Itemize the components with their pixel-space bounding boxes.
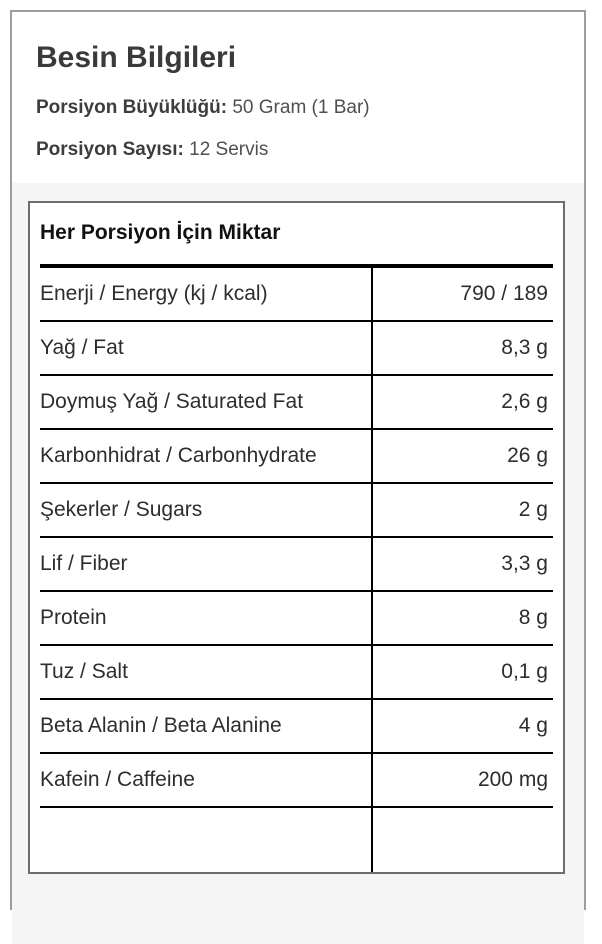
nutrient-value: 0,1 g: [371, 646, 553, 698]
table-band: Her Porsiyon İçin Miktar Enerji / Energy…: [12, 183, 584, 944]
table-row: Yağ / Fat 8,3 g: [40, 322, 553, 376]
table-row: Şekerler / Sugars 2 g: [40, 484, 553, 538]
nutrient-label: Tuz / Salt: [40, 660, 128, 683]
nutrient-value: 790 / 189: [371, 268, 553, 320]
table-row: Tuz / Salt 0,1 g: [40, 646, 553, 700]
nutrition-info-card: Besin Bilgileri Porsiyon Büyüklüğü: 50 G…: [10, 10, 586, 944]
page-title: Besin Bilgileri: [36, 41, 237, 74]
nutrient-label: Beta Alanin / Beta Alanine: [40, 714, 282, 737]
servings-label: Porsiyon Sayısı:: [36, 139, 184, 160]
nutrient-label: Şekerler / Sugars: [40, 498, 203, 521]
table-row: Enerji / Energy (kj / kcal) 790 / 189: [40, 268, 553, 322]
table-row: Kafein / Caffeine 200 mg: [40, 754, 553, 808]
table-row: Doymuş Yağ / Saturated Fat 2,6 g: [40, 376, 553, 430]
table-row: Protein 8 g: [40, 592, 553, 646]
nutrient-label: Yağ / Fat: [40, 336, 124, 359]
nutrition-table-caption: Her Porsiyon İçin Miktar: [40, 221, 281, 244]
nutrient-label: Karbonhidrat / Carbonhydrate: [40, 444, 317, 467]
nutrient-value: 26 g: [371, 430, 553, 482]
nutrient-value: 2 g: [371, 484, 553, 536]
nutrient-label: Doymuş Yağ / Saturated Fat: [40, 390, 304, 413]
nutrient-value: 4 g: [371, 700, 553, 752]
nutrient-value: [371, 808, 553, 872]
table-row: Lif / Fiber 3,3 g: [40, 538, 553, 592]
card-header: Besin Bilgileri Porsiyon Büyüklüğü: 50 G…: [12, 12, 584, 183]
nutrient-label: Enerji / Energy (kj / kcal): [40, 282, 268, 305]
table-row: Beta Alanin / Beta Alanine 4 g: [40, 700, 553, 754]
nutrition-table: Her Porsiyon İçin Miktar Enerji / Energy…: [28, 201, 565, 874]
nutrient-label: Lif / Fiber: [40, 552, 128, 575]
serving-size-label: Porsiyon Büyüklüğü:: [36, 97, 228, 118]
serving-size-line: Porsiyon Büyüklüğü: 50 Gram (1 Bar): [36, 96, 560, 120]
nutrient-label: Protein: [40, 606, 107, 629]
nutrient-value: 2,6 g: [371, 376, 553, 428]
table-row: [40, 808, 553, 872]
nutrition-table-grid: Enerji / Energy (kj / kcal) 790 / 189 Ya…: [40, 264, 553, 872]
nutrient-value: 8 g: [371, 592, 553, 644]
nutrient-label: [40, 808, 371, 872]
table-row: Karbonhidrat / Carbonhydrate 26 g: [40, 430, 553, 484]
serving-size-value: 50 Gram (1 Bar): [232, 97, 370, 118]
nutrient-value: 3,3 g: [371, 538, 553, 590]
servings-value: 12 Servis: [189, 139, 269, 160]
nutrient-label: Kafein / Caffeine: [40, 768, 195, 791]
nutrient-value: 200 mg: [371, 754, 553, 806]
nutrient-value: 8,3 g: [371, 322, 553, 374]
servings-line: Porsiyon Sayısı: 12 Servis: [36, 138, 560, 162]
